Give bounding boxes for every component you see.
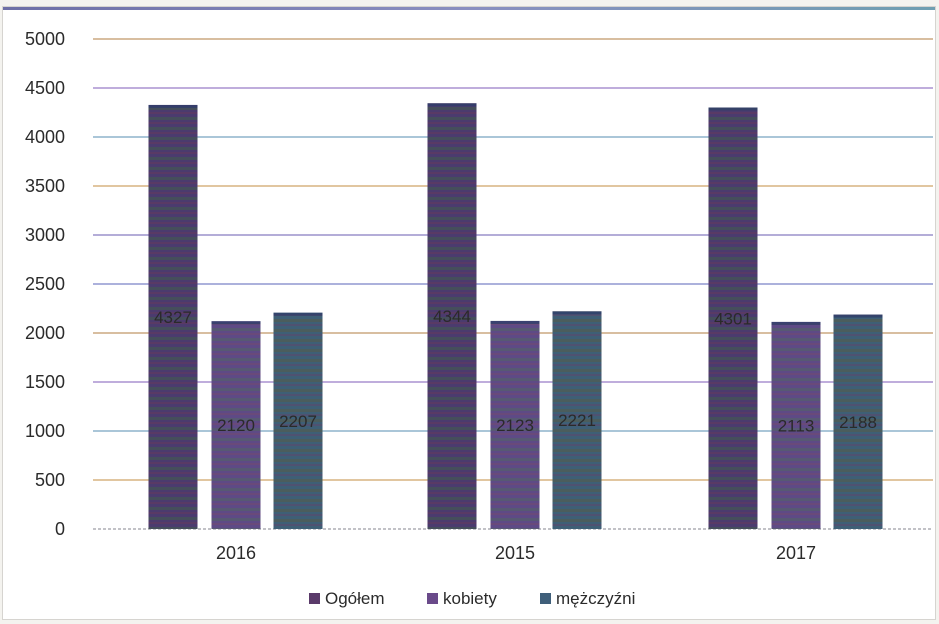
data-label: 4344: [433, 307, 471, 326]
legend-swatch: [540, 593, 551, 604]
bar-kobiety-2015: [490, 320, 540, 529]
y-tick-label: 4000: [25, 127, 65, 147]
bar-mężczyźni-2016: [273, 312, 323, 529]
x-category-label: 2015: [495, 543, 535, 563]
bar-top-edge: [273, 312, 323, 316]
legend-label: mężczyźni: [556, 589, 635, 608]
bar-kobiety-2017: [771, 321, 821, 529]
data-label: 4301: [714, 309, 752, 328]
data-label: 2221: [558, 411, 596, 430]
bar-kobiety-2016: [211, 321, 261, 529]
bar-top-edge: [148, 104, 198, 108]
bar-Ogółem-2017: [708, 107, 758, 529]
bar-Ogółem-2016: [148, 104, 198, 529]
y-tick-label: 2500: [25, 274, 65, 294]
legend-label: Ogółem: [325, 589, 385, 608]
bar-top-edge: [708, 107, 758, 111]
y-tick-label: 3500: [25, 176, 65, 196]
data-label: 2120: [217, 416, 255, 435]
data-label: 2207: [279, 412, 317, 431]
legend-swatch: [427, 593, 438, 604]
bar-top-edge: [552, 311, 602, 315]
y-tick-label: 0: [55, 519, 65, 539]
y-tick-label: 5000: [25, 29, 65, 49]
legend-swatch: [309, 593, 320, 604]
x-category-label: 2017: [776, 543, 816, 563]
bar-mężczyźni-2017: [833, 314, 883, 529]
y-tick-label: 3000: [25, 225, 65, 245]
y-tick-label: 4500: [25, 78, 65, 98]
legend-label: kobiety: [443, 589, 497, 608]
bar-mężczyźni-2015: [552, 311, 602, 529]
data-label: 2188: [839, 413, 877, 432]
data-label: 2123: [496, 416, 534, 435]
y-tick-label: 2000: [25, 323, 65, 343]
bar-Ogółem-2015: [427, 103, 477, 530]
bar-top-edge: [211, 321, 261, 325]
bar-top-edge: [490, 320, 540, 324]
y-tick-label: 1000: [25, 421, 65, 441]
chart-frame: 0 500 1000 1500 2000 2500 3000 3500 4000 4500 5000…: [2, 6, 936, 620]
data-label: 4327: [154, 308, 192, 327]
bar-chart: 0 500 1000 1500 2000 2500 3000 3500 4000 4500 5000…: [25, 29, 933, 608]
y-tick-label: 500: [35, 470, 65, 490]
bar-top-edge: [427, 103, 477, 107]
y-tick-label: 1500: [25, 372, 65, 392]
bar-top-edge: [771, 321, 821, 325]
data-label: 2113: [778, 416, 815, 435]
bar-top-edge: [833, 314, 883, 318]
x-category-label: 2016: [216, 543, 256, 563]
